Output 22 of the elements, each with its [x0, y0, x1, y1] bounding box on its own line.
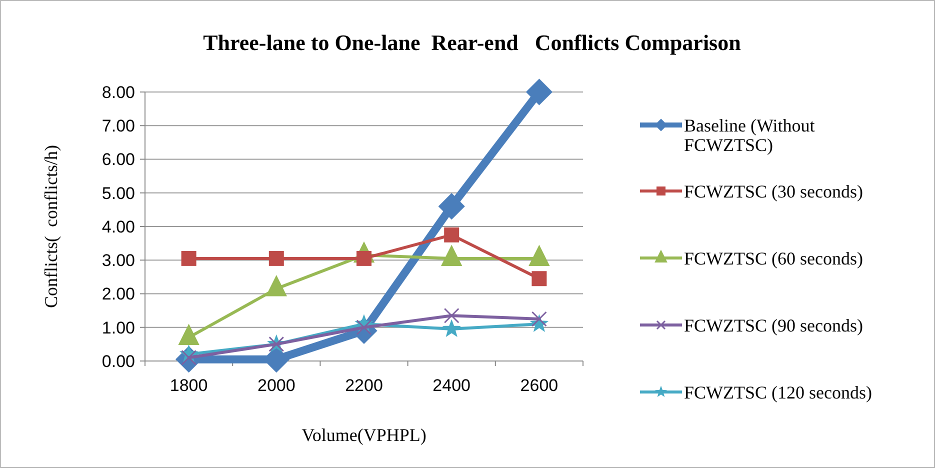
x-tick-label: 1800 [170, 376, 208, 395]
x-tick-label: 2000 [257, 376, 296, 395]
chart-title: Three-lane to One-lane Rear-end Conflicts Comparison [203, 30, 741, 55]
y-tick-label: 1.00 [102, 318, 135, 338]
legend-label: FCWZTSC (120 seconds) [684, 382, 872, 402]
y-tick-label: 7.00 [102, 116, 135, 136]
x-tick-label: 2600 [520, 376, 558, 395]
legend-label: Baseline (Without FCWZTSC) [684, 115, 815, 156]
y-tick-label: 3.00 [102, 251, 135, 270]
legend-label: FCWZTSC (30 seconds) [684, 181, 863, 202]
x-tick-label: 2400 [432, 376, 471, 395]
x-tick-label: 2200 [345, 376, 383, 395]
y-axis-title: Conflicts( conflicts/h) [41, 145, 61, 308]
legend-label: FCWZTSC (90 seconds) [684, 315, 863, 336]
y-tick-label: 6.00 [102, 150, 135, 170]
y-tick-label: 0.00 [102, 352, 135, 371]
y-tick-label: 8.00 [102, 82, 135, 102]
y-tick-label: 4.00 [102, 217, 135, 236]
x-axis-title: Volume(VPHPL) [302, 425, 426, 445]
y-tick-label: 2.00 [102, 284, 135, 304]
legend-label: FCWZTSC (60 seconds) [684, 248, 863, 268]
y-tick-label: 5.00 [102, 184, 135, 203]
